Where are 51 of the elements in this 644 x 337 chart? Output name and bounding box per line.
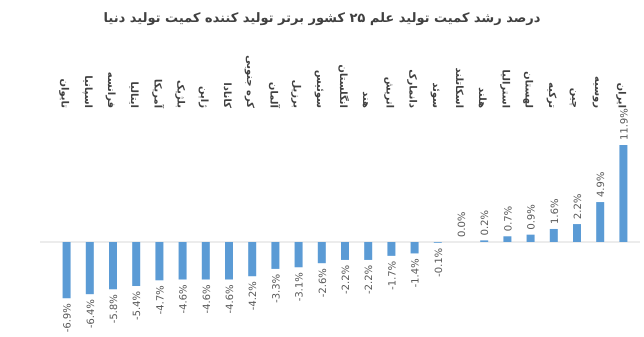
category-label: تایوان [58,78,70,108]
value-label: -4.6% [178,284,190,314]
value-label: -4.6% [202,284,213,314]
value-label: -2.6% [318,268,329,298]
value-label: -2.2% [341,264,352,294]
category-label: آمریکا [151,78,162,108]
value-label: -3.1% [294,272,306,302]
value-label: 0.9% [526,204,538,230]
value-label: -3.3% [271,274,282,303]
value-label: 11.9% [619,108,630,140]
category-label: ایران [615,82,626,108]
value-label: 0.7% [503,206,514,232]
category-label: کانادا [221,82,232,108]
value-label: -1.7% [387,260,398,290]
value-label: -1.4% [410,258,422,288]
value-label: 1.6% [550,198,561,224]
category-label: هلند [476,87,488,108]
category-label: چین [569,88,580,108]
value-label: 0.2% [480,210,492,236]
value-label: -2.2% [364,264,376,294]
value-label: -5.4% [132,291,144,320]
value-label: 0.0% [457,212,468,237]
category-label: اتریش [383,76,394,108]
category-label: اسپانیا [82,75,93,108]
category-label: سوئد [430,82,441,108]
category-label: هند [360,91,372,108]
value-label: -5.8% [109,294,120,324]
category-label: فرانسه [105,72,116,108]
category-label: دانمارک [406,69,418,108]
category-label: برزیل [290,80,302,108]
category-label: آلمان [267,82,278,108]
category-label: بلژیک [174,80,186,108]
value-label: -4.6% [225,284,236,314]
category-label: ژاپن [198,86,209,108]
category-label: استرالیا [499,69,510,108]
value-label: -0.1% [434,248,445,277]
value-label: -4.7% [155,285,166,314]
category-label: سوئیس [314,70,325,108]
category-label: روسیه [592,76,604,108]
category-label: کره جنوبی [244,55,256,108]
category-label: ترکیه [546,82,557,108]
value-label: -6.9% [62,303,74,332]
value-label: -6.4% [86,299,97,328]
value-label: -4.2% [248,281,260,310]
category-label: ایتالیا [128,81,140,108]
category-label: انگلستان [337,64,348,108]
category-label: لهستان [522,71,534,108]
title: درصد رشد کمیت تولید علم ۲۵ کشور برتر تولید کننده کمیت تولید دنیا [104,11,540,26]
category-label: اسکاتلند [453,67,464,108]
value-label: 2.2% [573,194,584,220]
value-label: 4.9% [596,172,608,198]
